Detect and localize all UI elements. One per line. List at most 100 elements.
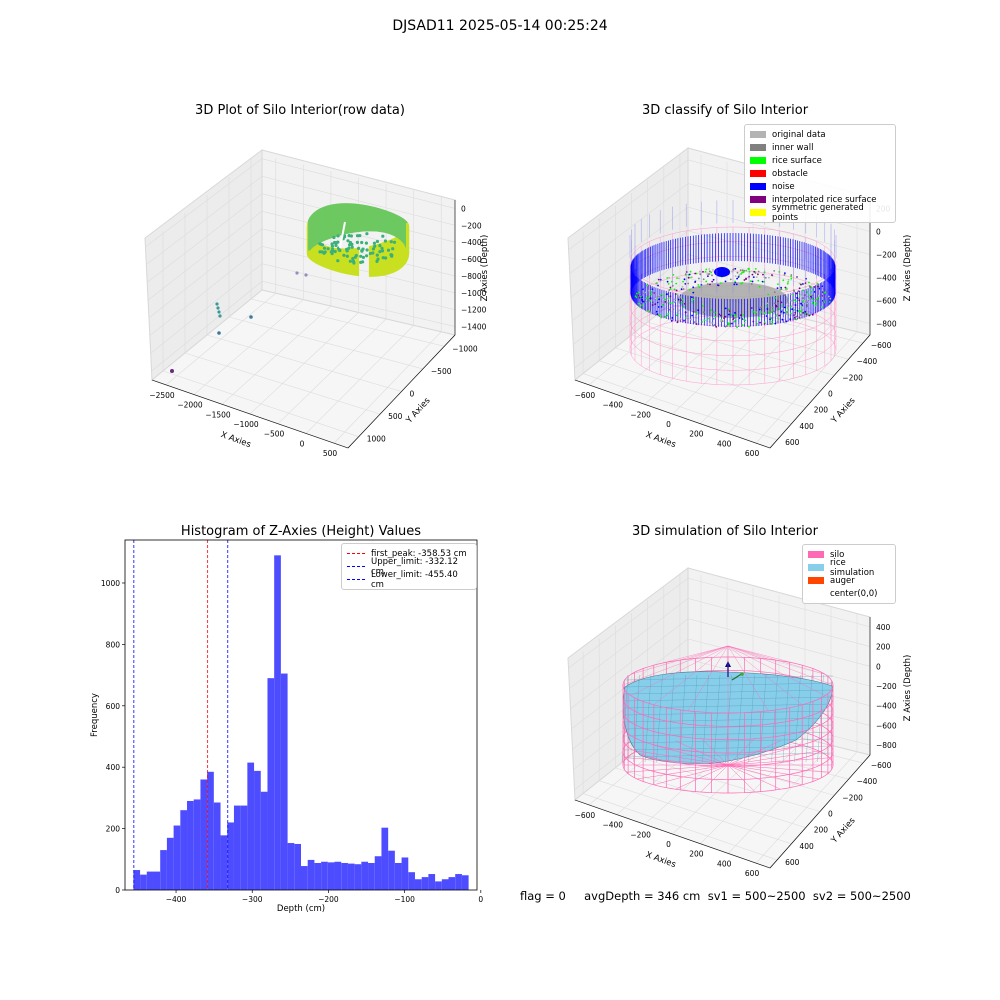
histogram-bar — [421, 877, 429, 890]
legend-label: original data — [772, 129, 826, 140]
histogram-bar — [280, 673, 288, 890]
legend-label: interpolated rice surface — [772, 194, 877, 205]
histogram-bar — [240, 805, 248, 890]
simulation-y-tick: 400 — [799, 842, 814, 851]
histogram-bar — [247, 762, 255, 890]
classify-x-tick: 0 — [666, 420, 671, 429]
histogram-bar — [368, 862, 375, 890]
classify-x-tick-labels: −600 −400 −200 0 200 400 600 — [575, 391, 760, 458]
status-flag-line: flag = 0 avgDepth = 346 cm sv1 = 500~250… — [520, 889, 911, 903]
classify-legend-item: inner wall — [750, 141, 890, 154]
simulation-y-tick: 0 — [828, 810, 833, 819]
legend-line-sample — [347, 579, 365, 580]
histogram-bar — [220, 835, 228, 890]
histogram-bar — [301, 866, 308, 890]
classify-legend-item: original data — [750, 128, 890, 141]
classify-x-tick: 600 — [745, 449, 760, 458]
simulation-x-tick: 600 — [745, 869, 760, 878]
simulation-legend: silo rice simulation auger center(0,0) — [802, 544, 896, 604]
classify-x-tick: −200 — [630, 410, 651, 419]
simulation-legend-item: auger — [808, 574, 890, 587]
classify-y-axis-label: Y Axies — [829, 395, 858, 426]
histogram-bar — [227, 822, 234, 890]
histogram-bar — [461, 875, 469, 890]
histogram-x-tick-label: 0 — [478, 895, 483, 904]
histogram-title: Histogram of Z-Axies (Height) Values — [180, 524, 422, 539]
histogram-x-tick-label: −200 — [318, 895, 339, 904]
histogram-x-tick-label: −400 — [166, 895, 187, 904]
raw-z-tick: 0 — [461, 204, 466, 213]
histogram-y-tick-label: 600 — [106, 702, 121, 711]
simulation-legend-item: rice simulation — [808, 558, 890, 578]
legend-swatch — [808, 564, 824, 571]
legend-swatch — [808, 577, 824, 584]
raw-y-tick: −500 — [431, 367, 452, 376]
histogram-bar — [455, 874, 462, 890]
histogram-reference-lines — [133, 540, 229, 890]
legend-label: rice simulation — [830, 557, 875, 578]
raw-outlier-points — [170, 271, 308, 373]
histogram-bar — [327, 862, 335, 890]
classify-y-tick: −400 — [857, 357, 878, 366]
histogram-bar — [441, 879, 449, 890]
histogram-bar — [388, 850, 395, 890]
histogram-bar — [341, 862, 348, 890]
raw-y-tick: 1000 — [367, 435, 386, 444]
legend-label: noise — [772, 181, 795, 192]
histogram-bar — [267, 678, 275, 890]
simulation-y-tick: −400 — [857, 777, 878, 786]
histogram-bar — [354, 864, 362, 890]
histogram-bar — [334, 861, 342, 890]
simulation-z-tick: 200 — [876, 643, 891, 652]
raw-z-tick: −1400 — [461, 323, 487, 332]
histogram-x-axis-label: Depth (cm) — [277, 904, 325, 914]
histogram-bar — [428, 874, 436, 890]
simulation-z-tick: −800 — [876, 741, 897, 750]
classify-y-tick: −600 — [871, 341, 892, 350]
legend-label: Lower_limit: -455.40 cm — [371, 569, 458, 590]
raw-x-tick: −1000 — [233, 420, 259, 429]
raw-z-tick: −1000 — [461, 289, 487, 298]
legend-label: first_peak: -358.53 cm — [371, 548, 467, 559]
classify-legend: original data inner wall rice surface obsta… — [744, 124, 896, 223]
histogram-axes-frame — [124, 539, 478, 891]
histogram-bar — [435, 881, 442, 890]
classify-y-tick: −200 — [842, 373, 863, 382]
legend-swatch — [750, 131, 766, 138]
simulation-z-tick: −400 — [876, 702, 897, 711]
legend-swatch — [750, 196, 766, 203]
simulation-x-tick: 400 — [717, 859, 732, 868]
raw-y-tick: 0 — [410, 390, 415, 399]
classify-plot-title: 3D classify of Silo Interior — [641, 103, 809, 118]
classify-legend-item: obstacle — [750, 167, 890, 180]
legend-line-sample — [347, 553, 365, 554]
legend-line-sample — [347, 566, 365, 567]
histogram-bar — [260, 791, 268, 890]
legend-label: rice surface — [772, 155, 822, 166]
classify-legend-item: noise — [750, 180, 890, 193]
histogram-bar — [160, 850, 167, 890]
histogram-y-tick-label: 400 — [106, 763, 121, 772]
classify-y-tick: 600 — [785, 438, 800, 447]
raw-y-tick: −1000 — [452, 344, 478, 353]
histogram-bar — [187, 800, 194, 890]
histogram-bar — [408, 872, 415, 890]
histogram-legend-item: Lower_limit: -455.40 cm — [347, 570, 471, 590]
histogram-y-ticks: 0 200 400 600 800 1000 — [101, 579, 125, 895]
simulation-z-tick: −200 — [876, 682, 897, 691]
classify-z-tick: 0 — [876, 228, 881, 237]
histogram-bar — [213, 802, 221, 890]
classify-z-tick: −600 — [876, 297, 897, 306]
histogram-y-tick-label: 800 — [106, 640, 121, 649]
simulation-z-tick: −600 — [876, 721, 897, 730]
histogram-legend-item: Upper_limit: -332.12 cm — [347, 557, 471, 577]
raw-point-cloud — [306, 203, 410, 277]
histogram-bar — [166, 837, 174, 890]
raw-z-tick: −400 — [461, 238, 482, 247]
raw-z-tick: −800 — [461, 272, 482, 281]
classify-point-cloud — [629, 200, 837, 329]
legend-label: Upper_limit: -332.12 cm — [371, 556, 459, 577]
raw-x-tick: 0 — [300, 439, 305, 448]
simulation-x-tick-labels: −600 −400 −200 0 200 400 600 — [575, 811, 760, 878]
